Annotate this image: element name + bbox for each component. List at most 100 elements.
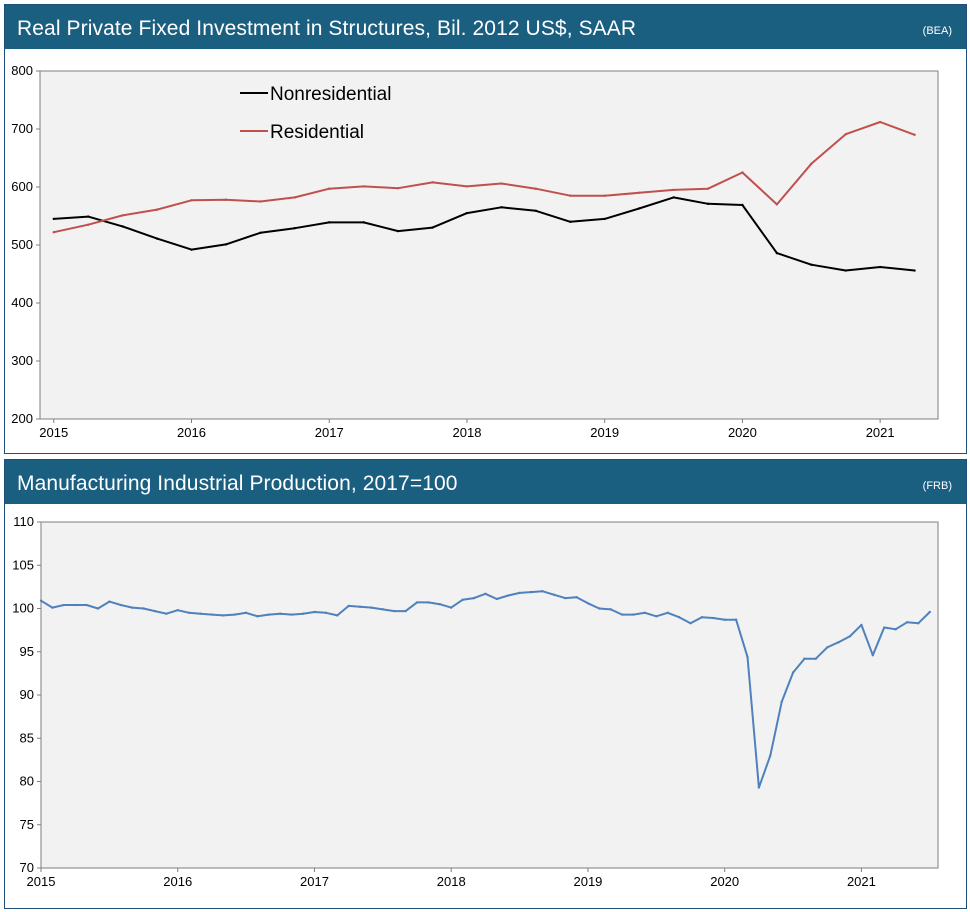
data-point-manufacturing-industrial-production: [837, 641, 840, 644]
data-point-nonresidential: [87, 215, 90, 218]
data-point-residential: [878, 120, 882, 124]
x-tick-label: 2020: [728, 425, 757, 440]
x-tick-label: 2016: [177, 425, 206, 440]
x-tick-label: 2017: [300, 874, 329, 889]
data-point-residential: [431, 181, 434, 184]
y-tick-label: 105: [12, 557, 34, 572]
y-tick-label: 200: [11, 411, 33, 426]
chart-header: Manufacturing Industrial Production, 201…: [5, 460, 966, 504]
x-tick-label: 2016: [163, 874, 192, 889]
chart-title: Manufacturing Industrial Production, 201…: [17, 472, 458, 495]
data-point-manufacturing-industrial-production: [860, 623, 863, 627]
data-point-manufacturing-industrial-production: [472, 596, 476, 600]
data-point-nonresidential: [878, 265, 882, 269]
data-point-manufacturing-industrial-production: [529, 590, 533, 594]
data-point-manufacturing-industrial-production: [620, 613, 624, 616]
data-point-manufacturing-industrial-production: [814, 657, 818, 660]
series-line-residential: [53, 121, 915, 234]
data-point-manufacturing-industrial-production: [552, 593, 555, 596]
x-tick-label: 2018: [453, 425, 482, 440]
data-point-nonresidential: [603, 217, 606, 221]
data-point-manufacturing-industrial-production: [461, 598, 464, 602]
data-point-nonresidential: [810, 263, 813, 266]
chart-panel-structures: Real Private Fixed Investment in Structu…: [4, 4, 967, 454]
x-tick-label: 2019: [573, 874, 602, 889]
series-line-nonresidential: [53, 196, 915, 272]
data-point-manufacturing-industrial-production: [233, 613, 236, 616]
data-point-residential: [87, 223, 90, 226]
y-tick-label: 700: [11, 121, 33, 136]
x-tick-label: 2017: [315, 425, 344, 440]
data-point-nonresidential: [534, 209, 538, 212]
data-point-manufacturing-industrial-production: [700, 615, 704, 619]
data-point-manufacturing-industrial-production: [222, 614, 225, 617]
data-point-manufacturing-industrial-production: [393, 609, 396, 613]
data-point-nonresidential: [293, 226, 297, 230]
data-point-manufacturing-industrial-production: [883, 626, 886, 629]
data-point-manufacturing-industrial-production: [506, 594, 510, 597]
data-point-manufacturing-industrial-production: [518, 591, 521, 595]
data-point-residential: [293, 196, 297, 199]
data-point-manufacturing-industrial-production: [244, 611, 248, 615]
data-point-nonresidential: [52, 217, 55, 221]
data-point-manufacturing-industrial-production: [769, 754, 772, 757]
data-point-manufacturing-industrial-production: [336, 614, 339, 617]
data-point-manufacturing-industrial-production: [210, 613, 214, 616]
data-point-manufacturing-industrial-production: [358, 605, 362, 608]
data-point-manufacturing-industrial-production: [187, 611, 191, 615]
data-point-nonresidential: [672, 196, 675, 199]
x-tick-label: 2018: [437, 874, 466, 889]
y-tick-label: 600: [11, 179, 33, 194]
data-point-nonresidential: [741, 203, 744, 207]
y-tick-label: 300: [11, 353, 33, 368]
data-point-manufacturing-industrial-production: [746, 655, 749, 659]
legend-label-nonresidential: Nonresidential: [270, 84, 391, 105]
data-point-manufacturing-industrial-production: [757, 786, 761, 789]
data-point-manufacturing-industrial-production: [541, 590, 544, 593]
data-point-residential: [569, 194, 572, 197]
data-point-residential: [603, 194, 606, 197]
chart-title: Real Private Fixed Investment in Structu…: [17, 17, 637, 40]
data-point-nonresidential: [500, 206, 503, 209]
data-point-residential: [52, 231, 55, 234]
data-point-nonresidential: [224, 243, 228, 246]
y-tick-label: 100: [12, 601, 34, 616]
data-point-manufacturing-industrial-production: [780, 700, 783, 704]
data-point-manufacturing-industrial-production: [62, 603, 65, 607]
data-point-nonresidential: [259, 231, 262, 235]
data-point-manufacturing-industrial-production: [404, 609, 407, 613]
data-point-manufacturing-industrial-production: [438, 602, 442, 606]
legend-label-residential: Residential: [270, 122, 364, 143]
data-point-manufacturing-industrial-production: [450, 606, 453, 609]
data-point-nonresidential: [155, 237, 159, 240]
data-point-nonresidential: [706, 202, 710, 206]
data-point-manufacturing-industrial-production: [153, 609, 157, 613]
data-point-manufacturing-industrial-production: [324, 611, 328, 615]
data-point-manufacturing-industrial-production: [96, 607, 100, 610]
data-point-manufacturing-industrial-production: [734, 618, 738, 621]
data-point-manufacturing-industrial-production: [632, 613, 635, 616]
x-tick-label: 2021: [847, 874, 876, 889]
data-point-residential: [637, 191, 641, 194]
structures-line-chart: 200 300 400 500 600 700 800 2015 2016 2017 2018 201…: [11, 63, 939, 440]
data-point-residential: [362, 185, 365, 188]
y-tick-label: 80: [20, 774, 34, 789]
data-point-nonresidential: [637, 207, 641, 210]
data-point-residential: [775, 203, 779, 206]
data-point-nonresidential: [396, 229, 400, 233]
y-tick-label: 95: [20, 644, 34, 659]
data-point-manufacturing-industrial-production: [894, 628, 897, 631]
data-point-manufacturing-industrial-production: [598, 607, 601, 610]
data-point-manufacturing-industrial-production: [609, 608, 612, 611]
data-point-manufacturing-industrial-production: [301, 612, 305, 615]
y-tick-label: 90: [20, 687, 34, 702]
data-point-manufacturing-industrial-production: [290, 613, 293, 616]
data-point-manufacturing-industrial-production: [917, 622, 920, 625]
data-point-manufacturing-industrial-production: [199, 612, 202, 615]
data-point-nonresidential: [190, 248, 193, 251]
data-point-residential: [741, 171, 744, 174]
y-tick-label: 75: [20, 817, 34, 832]
data-point-manufacturing-industrial-production: [677, 615, 681, 619]
data-point-residential: [810, 162, 813, 165]
data-point-nonresidential: [431, 226, 434, 229]
